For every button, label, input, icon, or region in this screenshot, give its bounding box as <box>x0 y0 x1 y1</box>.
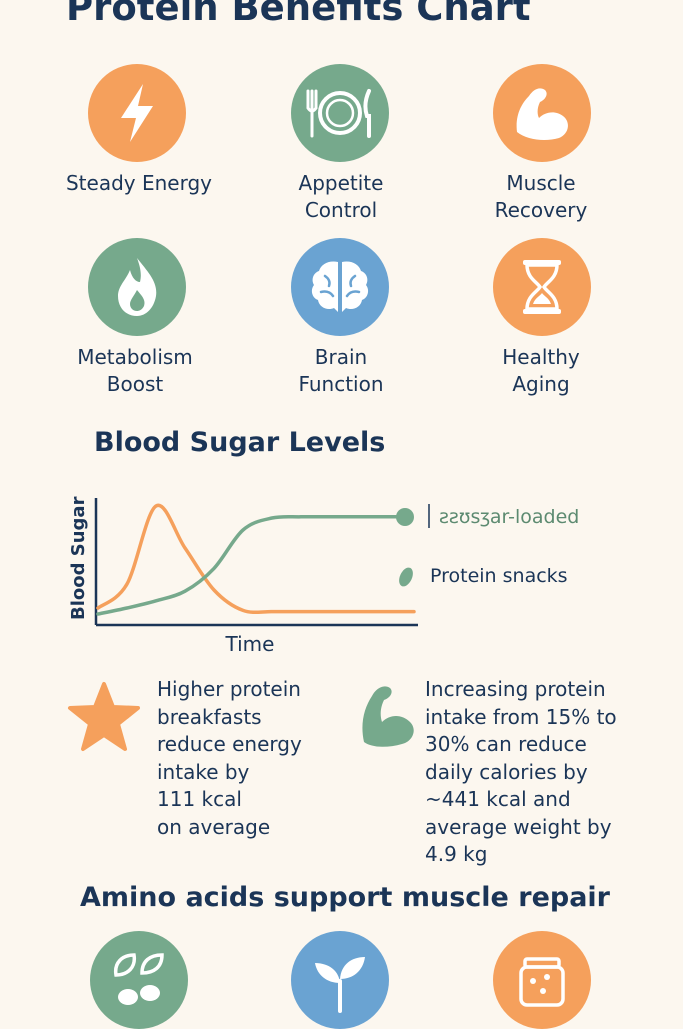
blood-sugar-chart: Blood Sugar Time <box>68 496 430 656</box>
stat-calorie-weight: Increasing protein intake from 15% to 30… <box>425 677 617 866</box>
flexed-arm-icon <box>493 64 591 162</box>
sprout-icon <box>291 931 389 1029</box>
page-title: Protein Benefits Chart <box>66 0 531 29</box>
series-line-sugar-loaded <box>96 503 416 615</box>
legend-item-protein-snacks: Protein snacks <box>430 565 568 587</box>
y-axis-label: Blood Sugar <box>68 496 89 620</box>
benefit-label-appetite-control: Appetite Control <box>298 171 384 222</box>
beans-leaves-icon <box>90 931 188 1029</box>
benefit-label-brain-function: Brain Function <box>298 345 384 396</box>
jar-icon <box>493 931 591 1029</box>
star-icon <box>66 680 142 756</box>
series-line-protein-snacks <box>96 514 400 616</box>
x-axis-label: Time <box>225 632 275 656</box>
benefit-label-metabolism-boost: Metabolism Boost <box>77 345 193 396</box>
benefit-label-steady-energy: Steady Energy <box>65 171 212 195</box>
hourglass-icon <box>493 238 591 336</box>
stat-breakfast-energy: Higher protein breakfasts reduce energy … <box>157 677 302 839</box>
series-marker-protein-snacks <box>399 567 413 587</box>
legend-item-sugar-loaded: ƨƨʊѕⳅar-loaded <box>439 506 580 528</box>
plate-fork-knife-icon <box>291 64 389 162</box>
benefit-label-muscle-recovery: Muscle Recovery <box>494 171 588 222</box>
flexed-arm-icon <box>358 680 418 750</box>
brain-icon <box>291 238 389 336</box>
benefit-label-healthy-aging: Healthy Aging <box>502 345 580 396</box>
flame-icon <box>88 238 186 336</box>
blood-sugar-title: Blood Sugar Levels <box>94 427 386 458</box>
lightning-icon <box>88 64 186 162</box>
series-end-marker-sugar-loaded <box>396 508 414 526</box>
amino-acids-title: Amino acids support muscle repair <box>80 882 610 913</box>
